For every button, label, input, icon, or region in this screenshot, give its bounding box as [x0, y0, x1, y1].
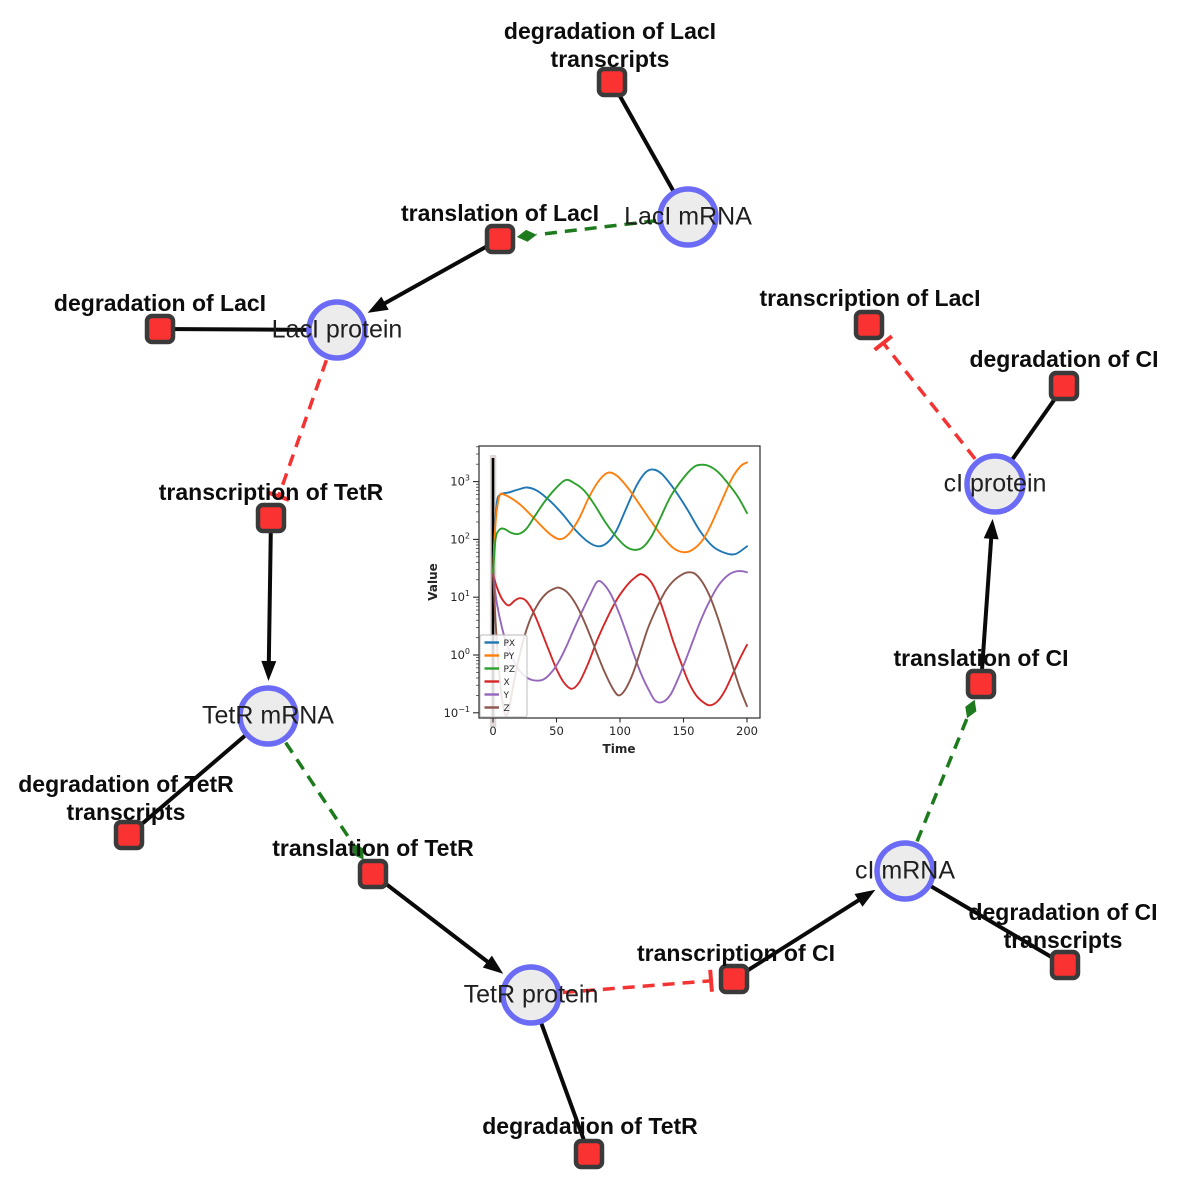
species-node-ci_mrna [874, 840, 936, 902]
reaction-node-transl_tetr [357, 858, 389, 890]
legend-label-PZ: PZ [504, 665, 516, 675]
edge-production-transl_laci-laci_protein-arrowhead [367, 296, 389, 313]
x-tick-label: 150 [673, 724, 695, 738]
x-tick-label: 50 [549, 724, 564, 738]
edge-production-tx_tetr-tetr_mrna-arrowhead [261, 660, 277, 681]
edge-consumption-deg_tetr_tx-tetr_mrna [127, 733, 247, 837]
edge-consumption-deg_laci-laci_protein [159, 327, 308, 332]
edge-inhibition-tetr_protein-tx_ci [562, 979, 712, 995]
series-line-Y [492, 570, 748, 704]
y-tick-label: 103 [450, 474, 470, 489]
y-tick-label: 101 [450, 589, 470, 604]
series-line-PY [492, 461, 748, 576]
edge-production-transl_ci-ci_protein [979, 534, 994, 685]
y-tick-label: 10−1 [444, 705, 470, 720]
legend-label-PX: PX [504, 639, 516, 649]
edge-production-transl_tetr-tetr_protein [371, 872, 492, 966]
x-tick-label: 0 [489, 724, 496, 738]
edge-inhibition-laci_protein-tx_tetr [276, 359, 329, 497]
edge-modifier-ci_mrna-transl_ci [915, 717, 969, 843]
species-node-laci_protein [306, 299, 368, 361]
x-tick-label: 100 [609, 724, 631, 738]
reaction-node-deg_tetr_tx [113, 819, 145, 851]
species-node-tetr_protein [500, 964, 562, 1026]
legend-label-PY: PY [504, 652, 515, 662]
y-tick-label: 102 [450, 531, 470, 546]
edge-modifier-tetr_mrna-transl_tetr [284, 741, 354, 845]
edge-modifier-tetr_mrna-transl_tetr-diamond [352, 843, 364, 860]
edge-production-transl_ci-ci_protein-arrowhead [983, 518, 999, 540]
edge-production-tx_tetr-tetr_mrna [266, 517, 273, 666]
inset-chart: 0 50 100 150 200 10−1 100 101 102 103 PX PY PZ XYZ [444, 445, 761, 738]
edge-inhibition-laci_protein-tx_tetr-tee [267, 490, 290, 502]
edge-modifier-ci_mrna-transl_ci-diamond [965, 699, 977, 719]
reaction-node-deg_laci [144, 313, 176, 345]
reaction-node-deg_ci [1048, 370, 1080, 402]
reaction-node-tx_ci [718, 963, 750, 995]
edge-consumption-deg_tetr-tetr_protein [539, 1022, 591, 1155]
edge-inhibition-ci_protein-tx_laci-tee [873, 334, 894, 352]
species-node-ci_protein [964, 453, 1026, 515]
species-node-tetr_mrna [237, 685, 299, 747]
edge-production-tx_ci-ci_mrna [732, 896, 863, 981]
reaction-node-deg_laci_tx [596, 66, 628, 98]
reaction-node-deg_ci_tx [1049, 949, 1081, 981]
edge-production-transl_tetr-tetr_protein-arrowhead [482, 955, 504, 974]
edge-production-tx_ci-ci_mrna-arrowhead [854, 889, 876, 907]
edge-modifier-laci_mrna-transl_laci [536, 218, 657, 237]
series-line-PZ [492, 463, 748, 576]
legend-label-Z: Z [504, 704, 510, 714]
reaction-node-deg_tetr [573, 1138, 605, 1170]
reaction-node-tx_tetr [255, 502, 287, 534]
series-line-X [492, 573, 748, 707]
edge-consumption-deg_ci_tx-ci_mrna [929, 884, 1067, 967]
edge-consumption-deg_laci_tx-laci_mrna [610, 81, 676, 192]
reaction-node-tx_laci [853, 309, 885, 341]
series-line-PX [492, 468, 748, 576]
legend-label-Y: Y [503, 691, 510, 701]
legend-label-X: X [504, 678, 510, 688]
y-tick-label: 100 [450, 647, 470, 662]
edge-inhibition-ci_protein-tx_laci [881, 341, 977, 461]
edge-inhibition-tetr_protein-tx_ci-tee [708, 969, 714, 992]
chart-legend: PX PY PZ XYZ [479, 634, 528, 718]
species-node-laci_mrna [657, 186, 719, 248]
reaction-node-transl_laci [484, 223, 516, 255]
reaction-node-transl_ci [965, 668, 997, 700]
x-tick-label: 200 [736, 724, 758, 738]
edge-production-transl_laci-laci_protein [380, 237, 501, 307]
edge-modifier-laci_mrna-transl_laci-diamond [516, 229, 537, 242]
